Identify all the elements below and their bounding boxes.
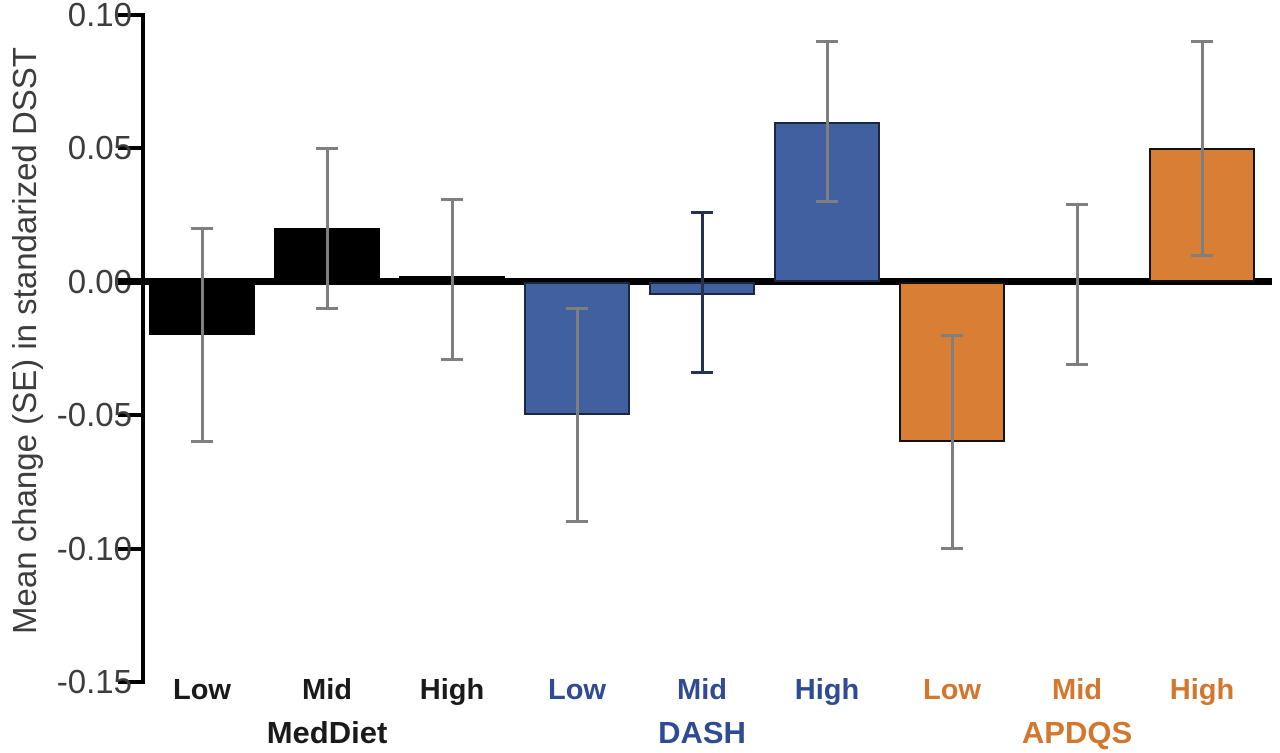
y-tick-mark-0.05 bbox=[118, 146, 144, 151]
error-cap-bottom-meddiet-mid bbox=[316, 306, 338, 310]
error-cap-bottom-dash-mid bbox=[691, 371, 713, 374]
y-tick-label--0.05: -0.05 bbox=[56, 396, 132, 434]
error-bar-dash-mid bbox=[700, 212, 704, 373]
group-label-dash: DASH bbox=[658, 715, 746, 750]
y-tick-mark--0.05 bbox=[118, 413, 144, 418]
error-bar-apdqs-mid bbox=[1075, 204, 1079, 365]
y-tick-label--0.10: -0.10 bbox=[56, 529, 132, 567]
error-cap-top-meddiet-high bbox=[441, 197, 463, 201]
error-bar-meddiet-low bbox=[200, 228, 204, 442]
error-cap-top-apdqs-high bbox=[1191, 40, 1213, 44]
error-cap-top-apdqs-mid bbox=[1066, 202, 1088, 206]
group-label-apdqs: APDQS bbox=[1021, 715, 1133, 750]
error-bar-meddiet-mid bbox=[325, 148, 329, 309]
y-tick-label-0.05: 0.05 bbox=[67, 129, 132, 167]
error-cap-bottom-apdqs-low bbox=[941, 547, 963, 551]
error-bar-apdqs-low bbox=[950, 335, 954, 549]
x-label-meddiet-mid: Mid bbox=[302, 674, 352, 706]
x-label-dash-mid: Mid bbox=[677, 674, 727, 706]
y-tick-label-0.10: 0.10 bbox=[67, 0, 132, 33]
error-cap-top-meddiet-low bbox=[191, 226, 213, 230]
error-cap-bottom-apdqs-mid bbox=[1066, 363, 1088, 366]
error-bar-meddiet-high bbox=[450, 199, 454, 360]
error-bar-apdqs-high bbox=[1200, 41, 1204, 256]
error-cap-top-dash-low bbox=[566, 306, 588, 310]
error-cap-bottom-dash-low bbox=[566, 520, 588, 524]
x-label-apdqs-low: Low bbox=[923, 674, 981, 706]
error-cap-bottom-apdqs-high bbox=[1191, 253, 1213, 257]
y-tick-mark--0.15 bbox=[118, 680, 144, 684]
x-label-apdqs-high: High bbox=[1169, 674, 1235, 706]
x-label-meddiet-high: High bbox=[419, 674, 485, 706]
error-cap-top-meddiet-mid bbox=[316, 146, 338, 150]
zero-baseline bbox=[118, 278, 1272, 285]
error-cap-bottom-meddiet-low bbox=[191, 440, 213, 444]
error-cap-top-apdqs-low bbox=[941, 333, 963, 337]
error-cap-top-dash-mid bbox=[691, 210, 713, 214]
y-tick-mark--0.10 bbox=[118, 546, 144, 551]
error-bar-dash-high bbox=[825, 41, 829, 202]
group-label-meddiet: MedDiet bbox=[266, 715, 388, 750]
y-tick-label--0.15: -0.15 bbox=[56, 663, 132, 700]
error-bar-dash-low bbox=[575, 308, 579, 522]
y-tick-label-0.00: 0.00 bbox=[67, 262, 132, 300]
x-label-dash-high: High bbox=[794, 674, 860, 706]
y-axis-line bbox=[141, 13, 145, 684]
error-cap-bottom-meddiet-high bbox=[441, 357, 463, 361]
x-label-apdqs-mid: Mid bbox=[1052, 674, 1102, 706]
error-cap-bottom-dash-high bbox=[816, 200, 838, 204]
error-cap-top-dash-high bbox=[816, 40, 838, 44]
x-label-meddiet-low: Low bbox=[173, 674, 231, 706]
y-tick-mark-0.10 bbox=[118, 13, 144, 17]
x-label-dash-low: Low bbox=[548, 674, 606, 706]
